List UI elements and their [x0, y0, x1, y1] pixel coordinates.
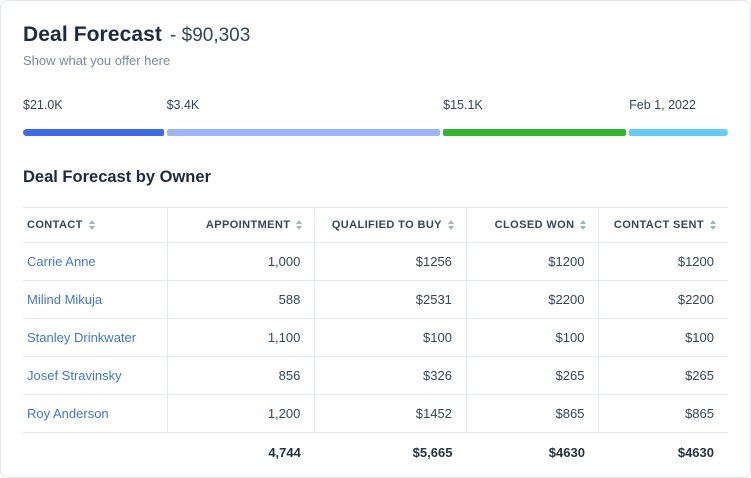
- page-header: Deal Forecast - $90,303: [23, 23, 728, 47]
- funnel-label: $15.1K: [443, 98, 483, 112]
- total-appointment: 4,744: [268, 445, 301, 460]
- contact-link[interactable]: Milind Mikuja: [27, 292, 103, 307]
- funnel-label: $3.4K: [166, 98, 200, 112]
- cell-contact-sent: $1200: [598, 242, 728, 281]
- cell-closed-won: $1200: [466, 242, 600, 281]
- totals-row: 4,744 $5,665 $4630 $4630: [23, 433, 728, 473]
- cell-closed-won: $265: [466, 356, 600, 395]
- table-row: Roy Anderson 1,200 $1452 $865 $865: [23, 394, 728, 433]
- total-contact-sent: $4630: [677, 445, 714, 460]
- page-title: Deal Forecast: [23, 23, 163, 46]
- cell-qualified: $1452: [314, 394, 467, 433]
- cell-contact-sent: $265: [598, 356, 728, 395]
- cell-qualified: $2531: [314, 280, 467, 319]
- column-header-closed-won[interactable]: CLOSED WON: [466, 207, 600, 243]
- cell-contact-sent: $865: [598, 394, 728, 433]
- cell-closed-won: $100: [466, 318, 600, 357]
- funnel-label: Feb 1, 2022: [629, 98, 696, 112]
- cell-appointment: 1,100: [167, 318, 316, 357]
- sort-icon[interactable]: [447, 220, 454, 231]
- cell-appointment: 588: [167, 280, 316, 319]
- funnel-labels: $21.0K $3.4K $15.1K Feb 1, 2022: [23, 98, 728, 112]
- cell-appointment: 1,000: [167, 242, 316, 281]
- column-header-contact-sent[interactable]: CONTACT SENT: [598, 207, 728, 243]
- page-subtitle: Show what you offer here: [23, 53, 171, 68]
- total-empty: [23, 433, 168, 473]
- cell-qualified: $326: [314, 356, 467, 395]
- total-closed-won: $4630: [548, 445, 585, 460]
- column-header-appointment[interactable]: APPOINTMENT: [167, 207, 316, 243]
- cell-closed-won: $865: [466, 394, 600, 433]
- funnel-segment: [166, 129, 441, 136]
- funnel-segment: [443, 129, 627, 136]
- forecast-table: CONTACT APPOINTMENT QUALIFIED TO BUY CLO…: [23, 207, 728, 472]
- forecast-progress: $21.0K $3.4K $15.1K Feb 1, 2022: [23, 98, 728, 136]
- sort-icon[interactable]: [710, 220, 716, 231]
- cell-qualified: $1256: [314, 242, 467, 281]
- column-header-contact[interactable]: CONTACT: [23, 207, 169, 243]
- table-row: Josef Stravinsky 856 $326 $265 $265: [23, 356, 728, 395]
- section-title: Deal Forecast by Owner: [23, 168, 211, 186]
- total-qualified: $5,665: [412, 445, 453, 460]
- funnel-segment: [23, 129, 164, 136]
- contact-link[interactable]: Josef Stravinsky: [27, 368, 122, 383]
- cell-contact-sent: $2200: [598, 280, 728, 319]
- table-row: Carrie Anne 1,000 $1256 $1200 $1200: [23, 242, 728, 281]
- funnel-segment: [629, 129, 728, 136]
- sort-icon[interactable]: [580, 220, 587, 231]
- cell-contact-sent: $100: [598, 318, 728, 357]
- cell-closed-won: $2200: [466, 280, 600, 319]
- contact-link[interactable]: Stanley Drinkwater: [27, 330, 137, 345]
- cell-appointment: 1,200: [167, 394, 316, 433]
- cell-qualified: $100: [314, 318, 467, 357]
- contact-link[interactable]: Carrie Anne: [27, 254, 96, 269]
- sort-icon[interactable]: [88, 220, 95, 231]
- table-row: Stanley Drinkwater 1,100 $100 $100 $100: [23, 318, 728, 357]
- funnel-bar: [23, 129, 728, 136]
- table-header-row: CONTACT APPOINTMENT QUALIFIED TO BUY CLO…: [23, 207, 728, 243]
- contact-link[interactable]: Roy Anderson: [27, 406, 109, 421]
- table-row: Milind Mikuja 588 $2531 $2200 $2200: [23, 280, 728, 319]
- forecast-total-amount: - $90,303: [170, 25, 251, 46]
- cell-appointment: 856: [167, 356, 316, 395]
- sort-icon[interactable]: [296, 220, 303, 231]
- column-header-qualified-to-buy[interactable]: QUALIFIED TO BUY: [314, 207, 467, 243]
- funnel-label: $21.0K: [23, 98, 63, 112]
